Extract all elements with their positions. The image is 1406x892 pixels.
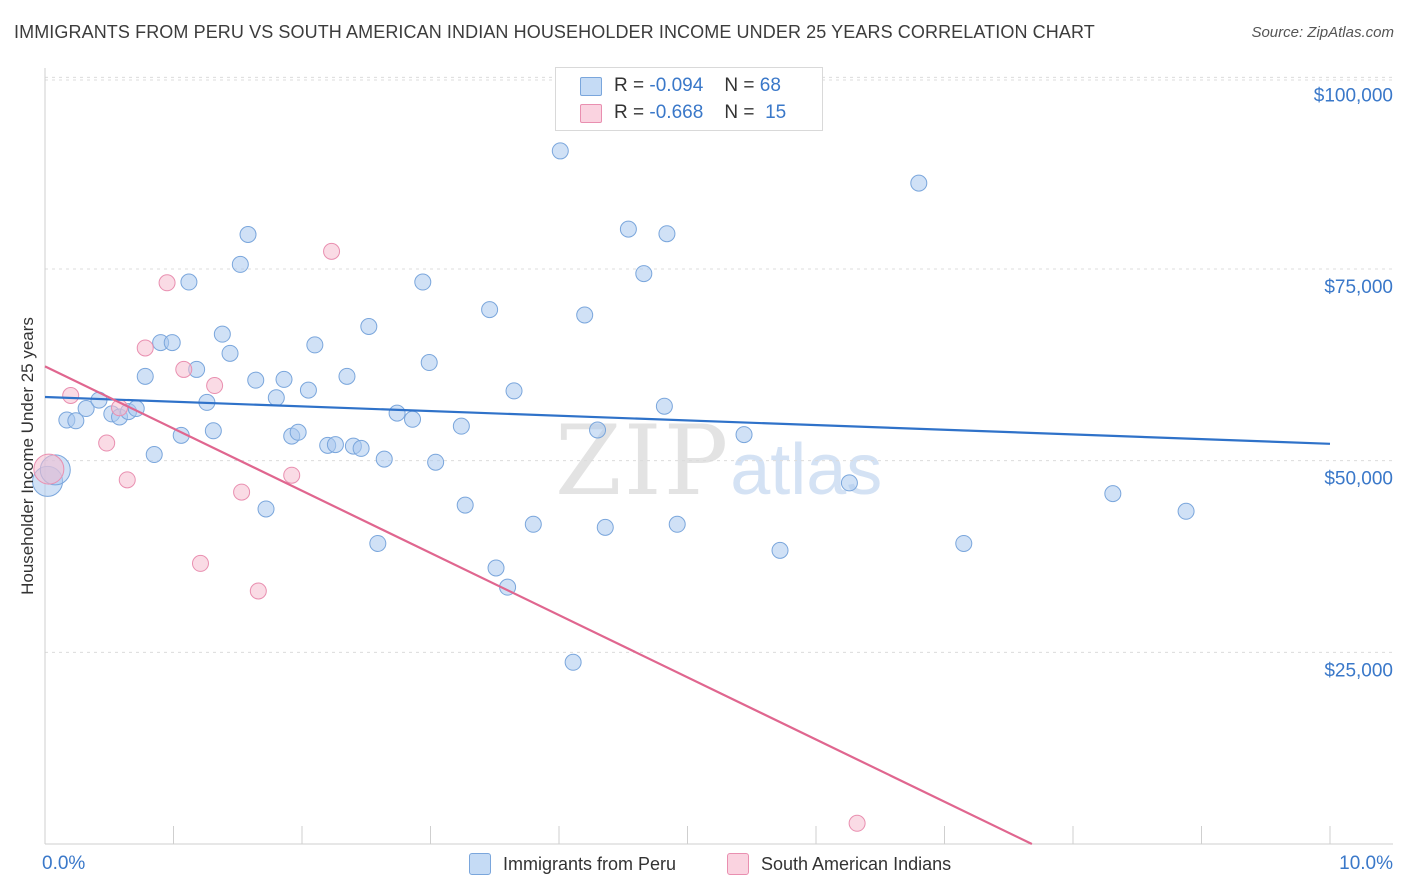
peru-point	[275, 370, 293, 388]
legend-swatch-peru	[580, 76, 602, 96]
indian-point	[283, 466, 301, 484]
peru-point	[771, 541, 789, 559]
peru-point	[420, 354, 438, 372]
legend-n-value: 68	[759, 75, 781, 96]
y-axis-label: Householder Income Under 25 years	[18, 317, 37, 595]
peru-point	[1104, 485, 1122, 503]
peru-point	[481, 301, 499, 319]
bottom-legend-peru: Immigrants from Peru	[469, 852, 676, 876]
peru-point	[145, 446, 163, 464]
y-tick-label: $75,000	[1324, 277, 1393, 298]
peru-point	[289, 423, 307, 441]
indian-point	[191, 554, 209, 572]
peru-point	[596, 518, 614, 536]
peru-point	[257, 500, 275, 518]
peru-point	[221, 344, 239, 362]
peru-point	[1177, 502, 1195, 520]
bottom-swatch-indians	[727, 853, 749, 875]
peru-point	[67, 412, 85, 430]
peru-point	[658, 225, 676, 243]
bottom-legend-indians-label: South American Indians	[761, 853, 952, 874]
peru-point	[955, 534, 973, 552]
peru-point	[505, 382, 523, 400]
indian-point	[62, 387, 80, 404]
x-tick-label: 0.0%	[42, 853, 85, 874]
indian-point	[206, 377, 224, 395]
peru-point	[204, 422, 222, 440]
peru-trend-line	[44, 395, 1331, 445]
peru-point	[299, 381, 317, 399]
watermark: ZIPatlas	[555, 405, 882, 517]
peru-point	[564, 653, 582, 671]
peru-point	[576, 306, 594, 324]
legend-row-indians: R = -0.668 N = 15	[580, 100, 786, 126]
indian-point	[136, 339, 154, 357]
peru-point	[589, 421, 607, 439]
peru-point	[163, 334, 181, 352]
y-tick-label: $100,000	[1314, 85, 1393, 106]
bottom-legend-peru-label: Immigrants from Peru	[503, 853, 677, 874]
legend-n-label: N =	[724, 75, 755, 96]
peru-point	[306, 336, 324, 354]
indian-point	[98, 434, 116, 452]
indian-point	[118, 471, 136, 489]
indian-point	[175, 360, 193, 378]
peru-point	[524, 515, 542, 533]
indian-point	[249, 582, 267, 600]
peru-point	[635, 265, 653, 283]
peru-point	[840, 474, 858, 492]
indian-point	[848, 814, 866, 832]
peru-point	[551, 142, 569, 160]
peru-point	[910, 174, 928, 192]
peru-point	[735, 426, 753, 444]
peru-point	[369, 534, 387, 552]
peru-point	[352, 439, 370, 457]
indian-trend-line	[44, 365, 1033, 845]
legend-swatch-indians	[580, 103, 602, 123]
legend-r-value: -0.094	[649, 75, 704, 96]
indian-point	[33, 453, 65, 485]
bottom-legend-indians: South American Indians	[727, 852, 951, 876]
peru-point	[247, 371, 265, 389]
correlation-legend: R = -0.094 N = 68 R = -0.668 N = 15	[555, 67, 823, 131]
watermark-atlas: atlas	[730, 430, 883, 510]
peru-point	[180, 273, 198, 291]
peru-point	[360, 318, 378, 335]
peru-point	[388, 404, 406, 422]
legend-r-label: R =	[614, 102, 645, 123]
peru-point	[326, 436, 344, 454]
source-credit: Source: ZipAtlas.com	[1251, 24, 1394, 41]
peru-point	[456, 496, 474, 514]
peru-point	[452, 417, 470, 435]
peru-point	[267, 389, 285, 407]
indian-point	[323, 242, 341, 260]
peru-point	[338, 367, 356, 385]
peru-point	[414, 273, 432, 291]
legend-n-value: 15	[765, 102, 787, 123]
peru-point	[619, 220, 637, 238]
peru-point	[668, 515, 686, 533]
peru-point	[375, 450, 393, 468]
peru-point	[487, 559, 505, 577]
peru-point	[136, 367, 154, 385]
peru-point	[655, 397, 673, 415]
legend-r-label: R =	[614, 75, 645, 96]
y-tick-label: $25,000	[1324, 660, 1393, 681]
y-tick-label: $50,000	[1324, 469, 1393, 490]
bottom-swatch-peru	[469, 853, 491, 875]
peru-point	[213, 325, 231, 343]
legend-r-value: -0.668	[649, 102, 704, 123]
x-tick-label: 10.0%	[1339, 853, 1393, 874]
peru-point	[239, 226, 257, 243]
indian-point	[158, 274, 176, 292]
legend-n-label: N =	[724, 102, 755, 123]
peru-point	[231, 255, 249, 273]
indian-point	[233, 483, 251, 501]
legend-row-peru: R = -0.094 N = 68	[580, 73, 781, 99]
chart-title: IMMIGRANTS FROM PERU VS SOUTH AMERICAN I…	[14, 22, 1095, 42]
peru-point	[404, 410, 422, 428]
peru-point	[77, 400, 95, 418]
peru-point	[427, 453, 445, 471]
